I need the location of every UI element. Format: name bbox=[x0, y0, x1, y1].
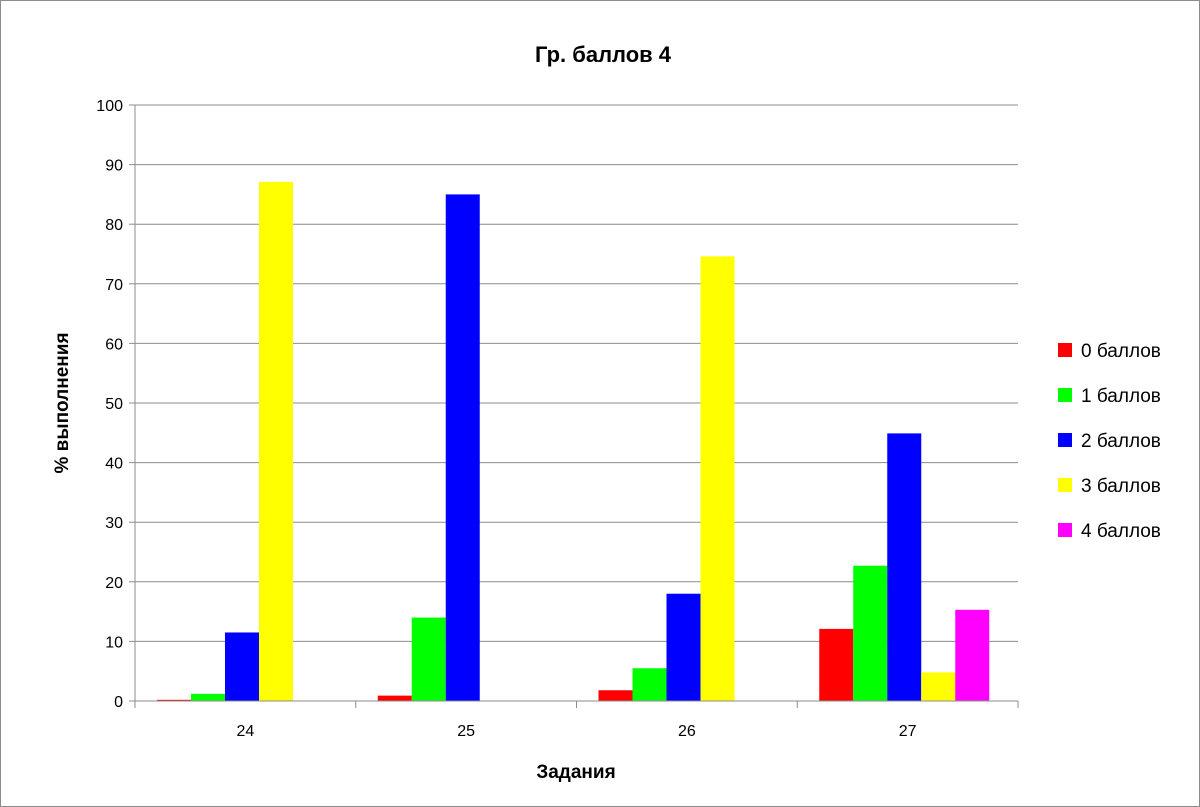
legend-swatch bbox=[1058, 523, 1072, 537]
bar bbox=[819, 628, 854, 701]
y-tick-label: 70 bbox=[105, 277, 123, 294]
bar bbox=[666, 593, 701, 701]
y-tick-label: 80 bbox=[105, 217, 123, 234]
bars bbox=[157, 181, 990, 701]
legend-swatch bbox=[1058, 343, 1072, 357]
bar bbox=[632, 668, 667, 701]
bar bbox=[853, 565, 888, 701]
bar bbox=[157, 699, 191, 701]
bar bbox=[955, 609, 990, 701]
y-tick-label: 60 bbox=[105, 336, 123, 353]
bar bbox=[191, 693, 225, 701]
y-axis-ticks: 0 10 20 30 40 50 60 70 80 90 100 bbox=[96, 98, 135, 711]
bar bbox=[225, 632, 259, 701]
x-tick-label: 25 bbox=[457, 723, 475, 740]
legend-label: 3 баллов bbox=[1081, 476, 1161, 497]
y-tick-label: 30 bbox=[105, 515, 123, 532]
y-axis-title: % выполнения bbox=[52, 332, 73, 473]
x-axis-title: Задания bbox=[536, 762, 615, 783]
bar bbox=[700, 256, 735, 701]
legend-label: 2 баллов bbox=[1081, 431, 1161, 452]
y-tick-label: 90 bbox=[105, 158, 123, 175]
bar bbox=[921, 672, 956, 701]
legend-label: 4 баллов bbox=[1081, 521, 1161, 542]
legend: 0 баллов 1 баллов 2 баллов 3 баллов 4 баллов bbox=[1058, 341, 1161, 542]
legend-swatch bbox=[1058, 388, 1072, 402]
y-tick-label: 10 bbox=[105, 634, 123, 651]
legend-swatch bbox=[1058, 433, 1072, 447]
y-tick-label: 0 bbox=[114, 694, 123, 711]
legend-swatch bbox=[1058, 478, 1072, 492]
legend-label: 0 баллов bbox=[1081, 341, 1161, 362]
bar bbox=[377, 695, 412, 701]
legend-label: 1 баллов bbox=[1081, 386, 1161, 407]
x-tick-label: 24 bbox=[236, 723, 254, 740]
chart-title: Гр. баллов 4 bbox=[535, 42, 672, 67]
x-tick-label: 26 bbox=[678, 723, 696, 740]
bar bbox=[887, 433, 922, 701]
y-tick-label: 40 bbox=[105, 456, 123, 473]
bar bbox=[445, 194, 480, 701]
bar bbox=[259, 181, 293, 701]
x-axis-ticks: 24 25 26 27 bbox=[134, 701, 1019, 740]
bar bbox=[411, 617, 446, 701]
x-tick-label: 27 bbox=[899, 723, 917, 740]
bar bbox=[598, 690, 633, 701]
y-tick-label: 100 bbox=[96, 98, 123, 115]
y-tick-label: 20 bbox=[105, 575, 123, 592]
y-tick-label: 50 bbox=[105, 396, 123, 413]
